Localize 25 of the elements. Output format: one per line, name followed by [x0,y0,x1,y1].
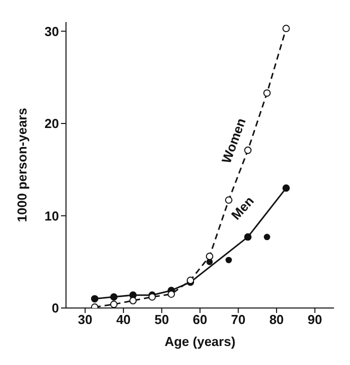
point [206,252,214,260]
x-tick-label: 90 [308,312,322,328]
x-tick-label: 50 [154,312,169,328]
x-tick-label: 80 [269,312,284,328]
x-tick-label: 40 [116,312,131,328]
y-tick-label: 30 [44,24,59,39]
x-tick-label: 60 [192,312,208,328]
point [263,89,271,97]
point [282,184,290,192]
point [264,234,270,240]
point [110,293,118,301]
y-tick-label: 0 [52,300,59,316]
x-axis-title: Age (years) [164,334,236,349]
point [282,24,290,32]
point [226,256,232,264]
point [129,296,137,304]
text: Men [228,193,257,223]
point [244,233,252,241]
y-axis-title: 1000 person-years [14,108,30,222]
y-tick-label: 10 [44,208,59,224]
point [91,295,98,302]
point [110,300,118,308]
y-tick-label: 20 [44,116,59,132]
x-tick-label: 30 [78,312,92,328]
x-tick-label: 70 [231,312,246,328]
